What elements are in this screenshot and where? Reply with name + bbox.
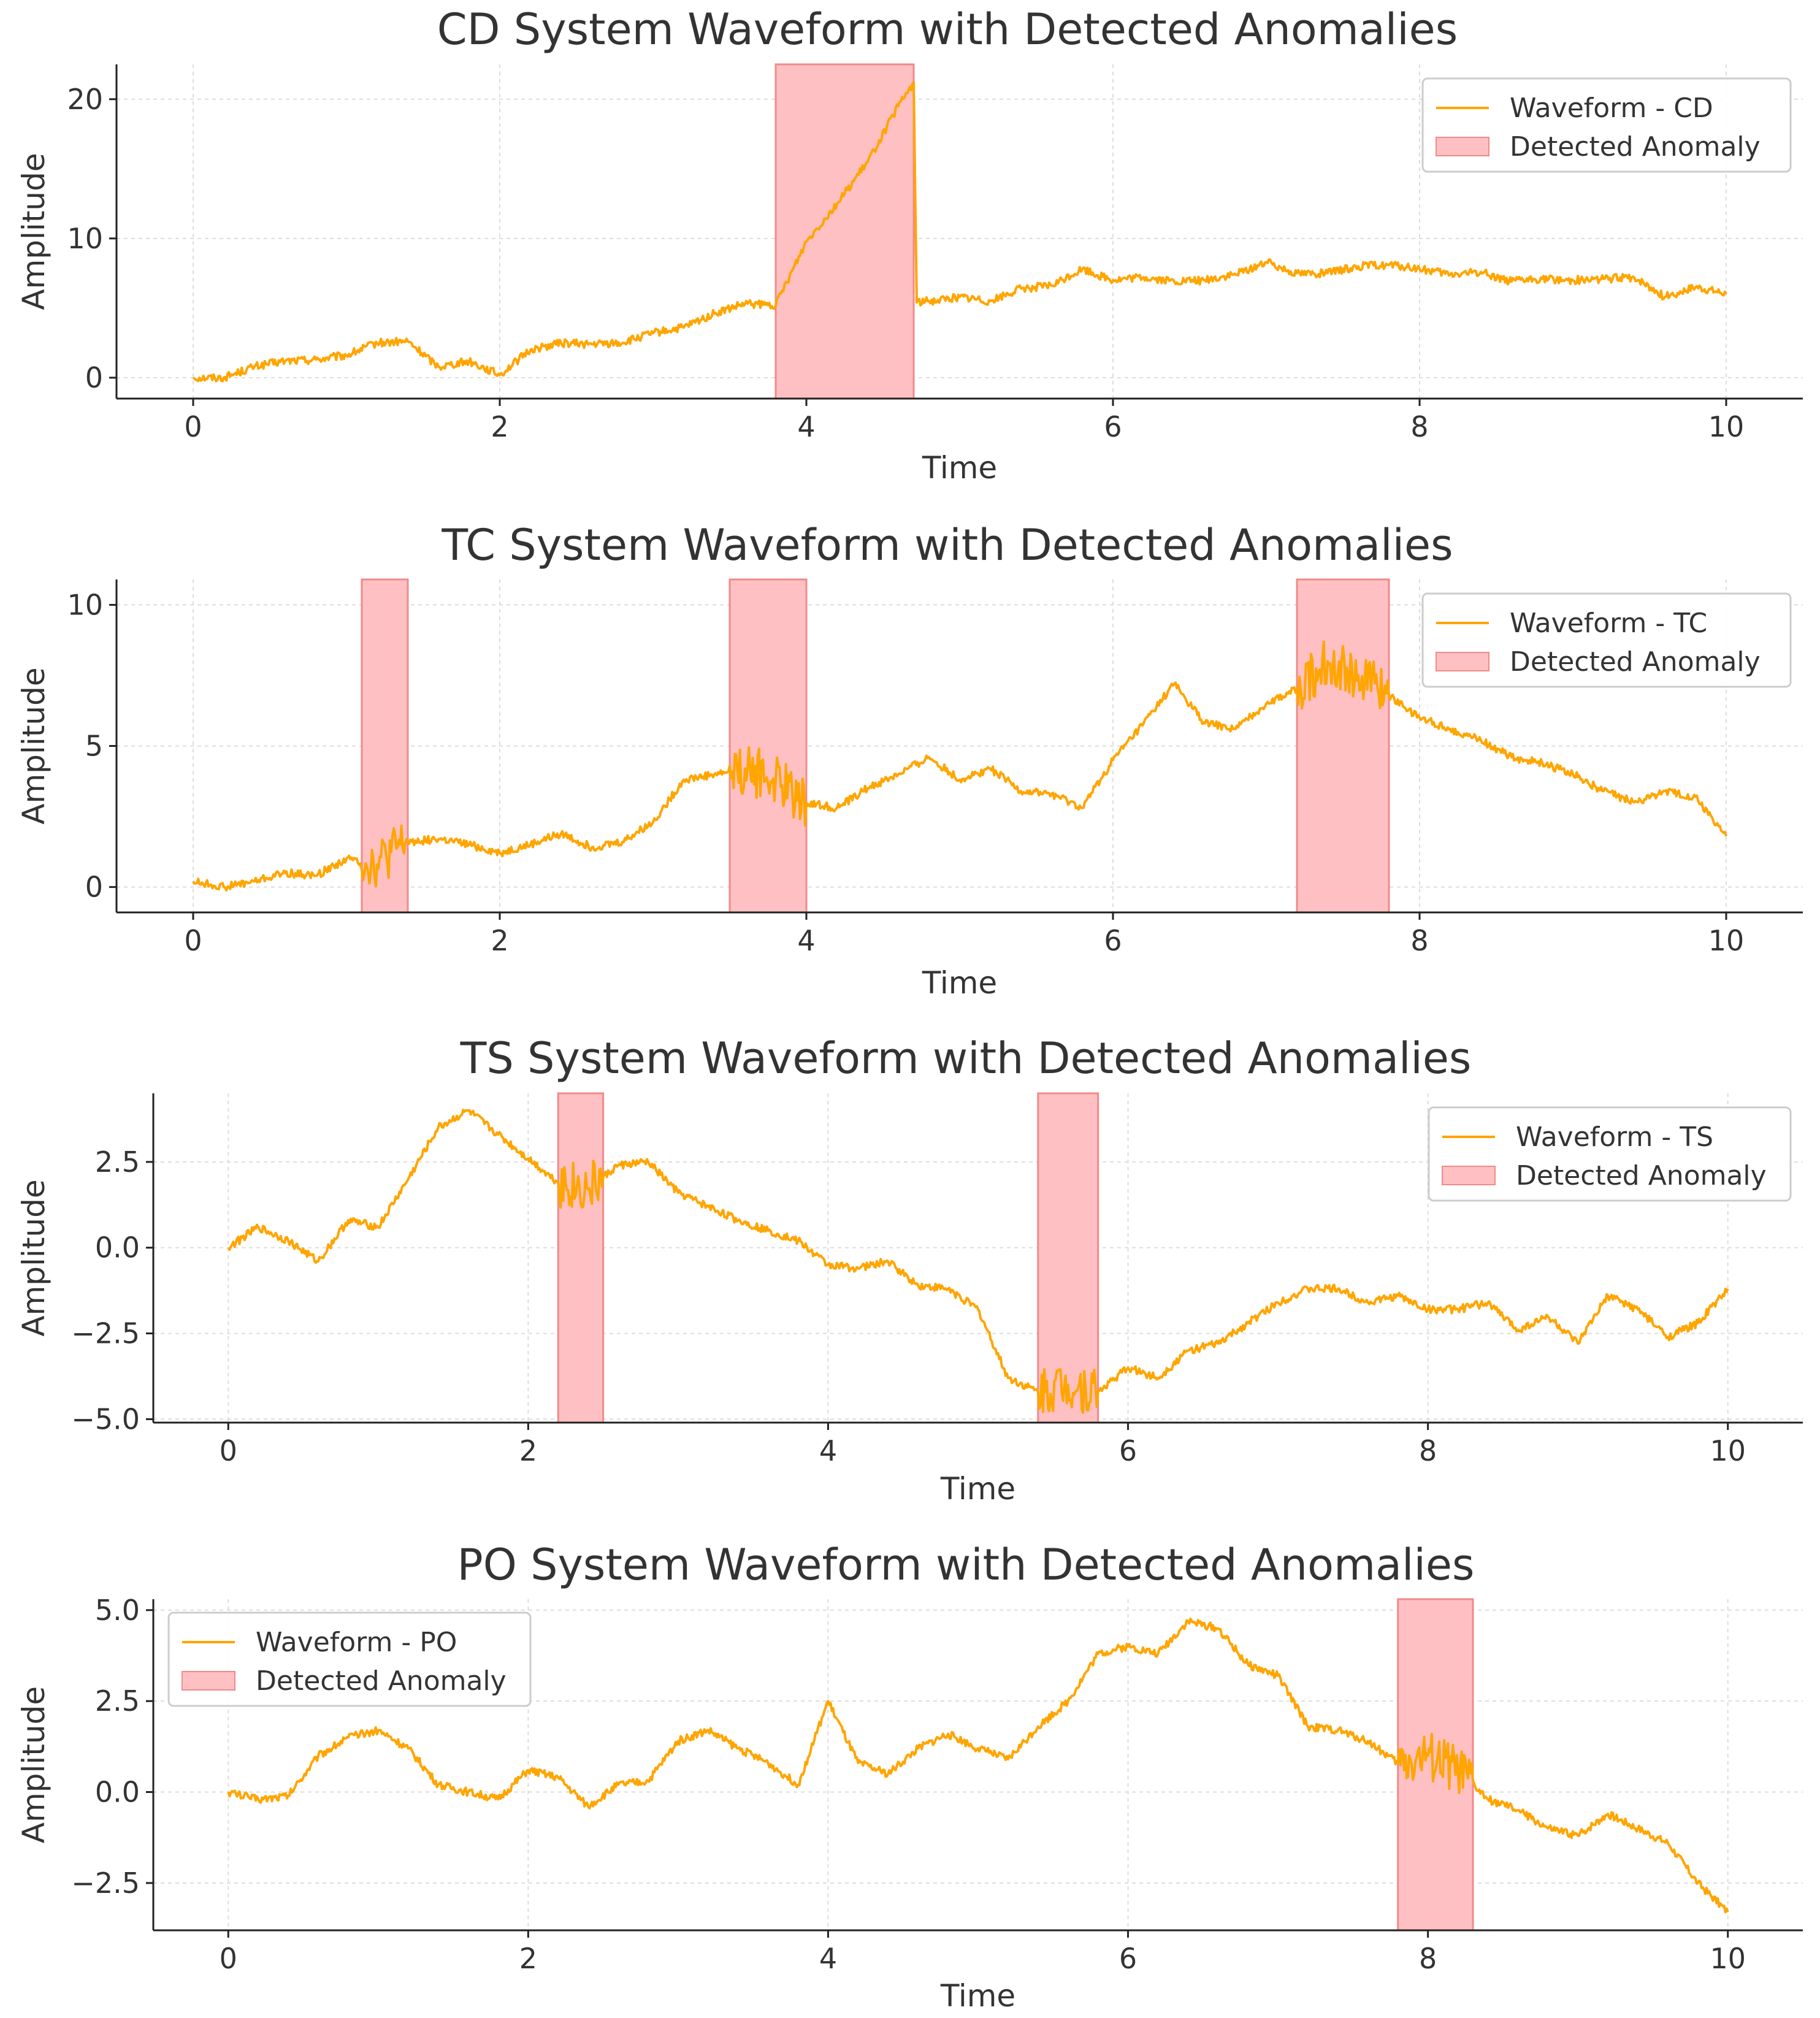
legend-box [1421, 77, 1792, 173]
x-tick-label: 8 [1419, 1434, 1437, 1467]
legend: Waveform - PO Detected Anomaly [167, 1611, 532, 1707]
waveform-line [227, 1618, 1729, 1914]
y-axis-label: Amplitude [16, 1686, 52, 1843]
x-tick-label: 4 [797, 410, 815, 443]
legend-box [1428, 1106, 1792, 1202]
legend-box [1421, 592, 1792, 688]
x-tick-label: 2 [491, 410, 508, 443]
chart-title: PO System Waveform with Detected Anomali… [457, 1540, 1475, 1590]
y-tick-label: 0 [85, 361, 103, 394]
x-tick-label: 6 [1104, 924, 1122, 957]
chart-panel-3: 0 2 4 6 8 10 2.5 0.0 −2.5 −5.0 TS System Waveform … [16, 1033, 1803, 1507]
legend: Waveform - CD Detected Anomaly [1421, 77, 1792, 173]
x-tick-label: 4 [819, 1942, 837, 1975]
x-tick-label: 0 [184, 410, 202, 443]
x-tick-label: 0 [220, 1434, 237, 1467]
x-tick-label: 10 [1710, 1434, 1746, 1467]
legend: Waveform - TC Detected Anomaly [1421, 592, 1792, 688]
anomaly-span [361, 578, 409, 914]
anomaly-span [1037, 1092, 1099, 1424]
legend: Waveform - TS Detected Anomaly [1428, 1106, 1792, 1202]
x-tick-label: 10 [1708, 410, 1745, 443]
x-tick-label: 4 [819, 1434, 837, 1467]
y-tick-label: 0 [85, 871, 103, 904]
x-tick-label: 6 [1119, 1942, 1137, 1975]
x-tick-label: 2 [519, 1942, 537, 1975]
x-axis-label: Time [940, 1471, 1015, 1507]
x-axis-label: Time [940, 1978, 1015, 2014]
anomaly-span [1296, 578, 1390, 914]
x-tick-label: 6 [1104, 410, 1122, 443]
legend-label-waveform: Waveform - TC [1510, 608, 1707, 639]
chart-panel-2: 0 2 4 6 8 10 0 5 10 TC System Waveform with Detec… [16, 520, 1803, 1001]
legend-box [167, 1611, 532, 1707]
x-tick-label: 8 [1410, 410, 1428, 443]
legend-anomaly-swatch [182, 1671, 235, 1691]
x-tick-label: 10 [1708, 924, 1745, 957]
y-axis-label: Amplitude [16, 153, 52, 310]
x-tick-label: 2 [519, 1434, 537, 1467]
y-tick-label: 0.0 [95, 1776, 140, 1809]
x-tick-label: 8 [1410, 924, 1428, 957]
y-tick-label: 5 [85, 730, 103, 763]
waveform-line [227, 1109, 1729, 1414]
y-tick-label: 10 [67, 222, 103, 255]
legend-anomaly-swatch [1436, 137, 1489, 156]
y-tick-label: 10 [67, 588, 103, 621]
waveform-line [193, 81, 1727, 383]
x-tick-label: 10 [1710, 1942, 1746, 1975]
legend-label-anomaly: Detected Anomaly [1510, 131, 1761, 162]
legend-label-anomaly: Detected Anomaly [1510, 646, 1761, 678]
legend-label-anomaly: Detected Anomaly [1516, 1160, 1767, 1191]
x-tick-label: 0 [220, 1942, 237, 1975]
legend-label-waveform: Waveform - PO [256, 1627, 457, 1658]
y-tick-label: 2.5 [95, 1145, 140, 1179]
y-tick-label: −2.5 [71, 1867, 140, 1900]
legend-label-waveform: Waveform - CD [1510, 93, 1713, 124]
x-axis-label: Time [922, 450, 997, 486]
y-tick-label: −2.5 [71, 1317, 140, 1350]
legend-label-waveform: Waveform - TS [1516, 1122, 1713, 1153]
y-axis-label: Amplitude [16, 1179, 52, 1336]
chart-title: CD System Waveform with Detected Anomali… [437, 4, 1458, 55]
y-axis-label: Amplitude [16, 667, 52, 824]
y-tick-label: 20 [67, 83, 103, 116]
x-tick-label: 8 [1419, 1942, 1437, 1975]
x-tick-label: 2 [491, 924, 508, 957]
x-tick-label: 6 [1119, 1434, 1137, 1467]
legend-anomaly-swatch [1436, 652, 1489, 671]
anomaly-span [557, 1092, 605, 1424]
chart-panel-4: 0 2 4 6 8 10 5.0 2.5 0.0 −2.5 PO System Waveform w… [16, 1540, 1803, 2014]
x-axis-label: Time [922, 965, 997, 1001]
legend-label-anomaly: Detected Anomaly [256, 1665, 507, 1697]
legend-anomaly-swatch [1442, 1166, 1496, 1185]
y-tick-label: 0.0 [95, 1231, 140, 1264]
y-tick-label: 2.5 [95, 1684, 140, 1718]
chart-panel-1: 0 2 4 6 8 10 0 10 20 CD System Waveform with Dete… [16, 4, 1803, 486]
x-tick-label: 0 [184, 924, 202, 957]
x-tick-label: 4 [797, 924, 815, 957]
anomaly-span [728, 578, 808, 914]
waveform-line [192, 640, 1727, 892]
chart-title: TC System Waveform with Detected Anomali… [441, 520, 1453, 570]
y-tick-label: 5.0 [95, 1594, 140, 1627]
y-tick-label: −5.0 [71, 1402, 140, 1435]
chart-title: TS System Waveform with Detected Anomali… [460, 1033, 1472, 1084]
